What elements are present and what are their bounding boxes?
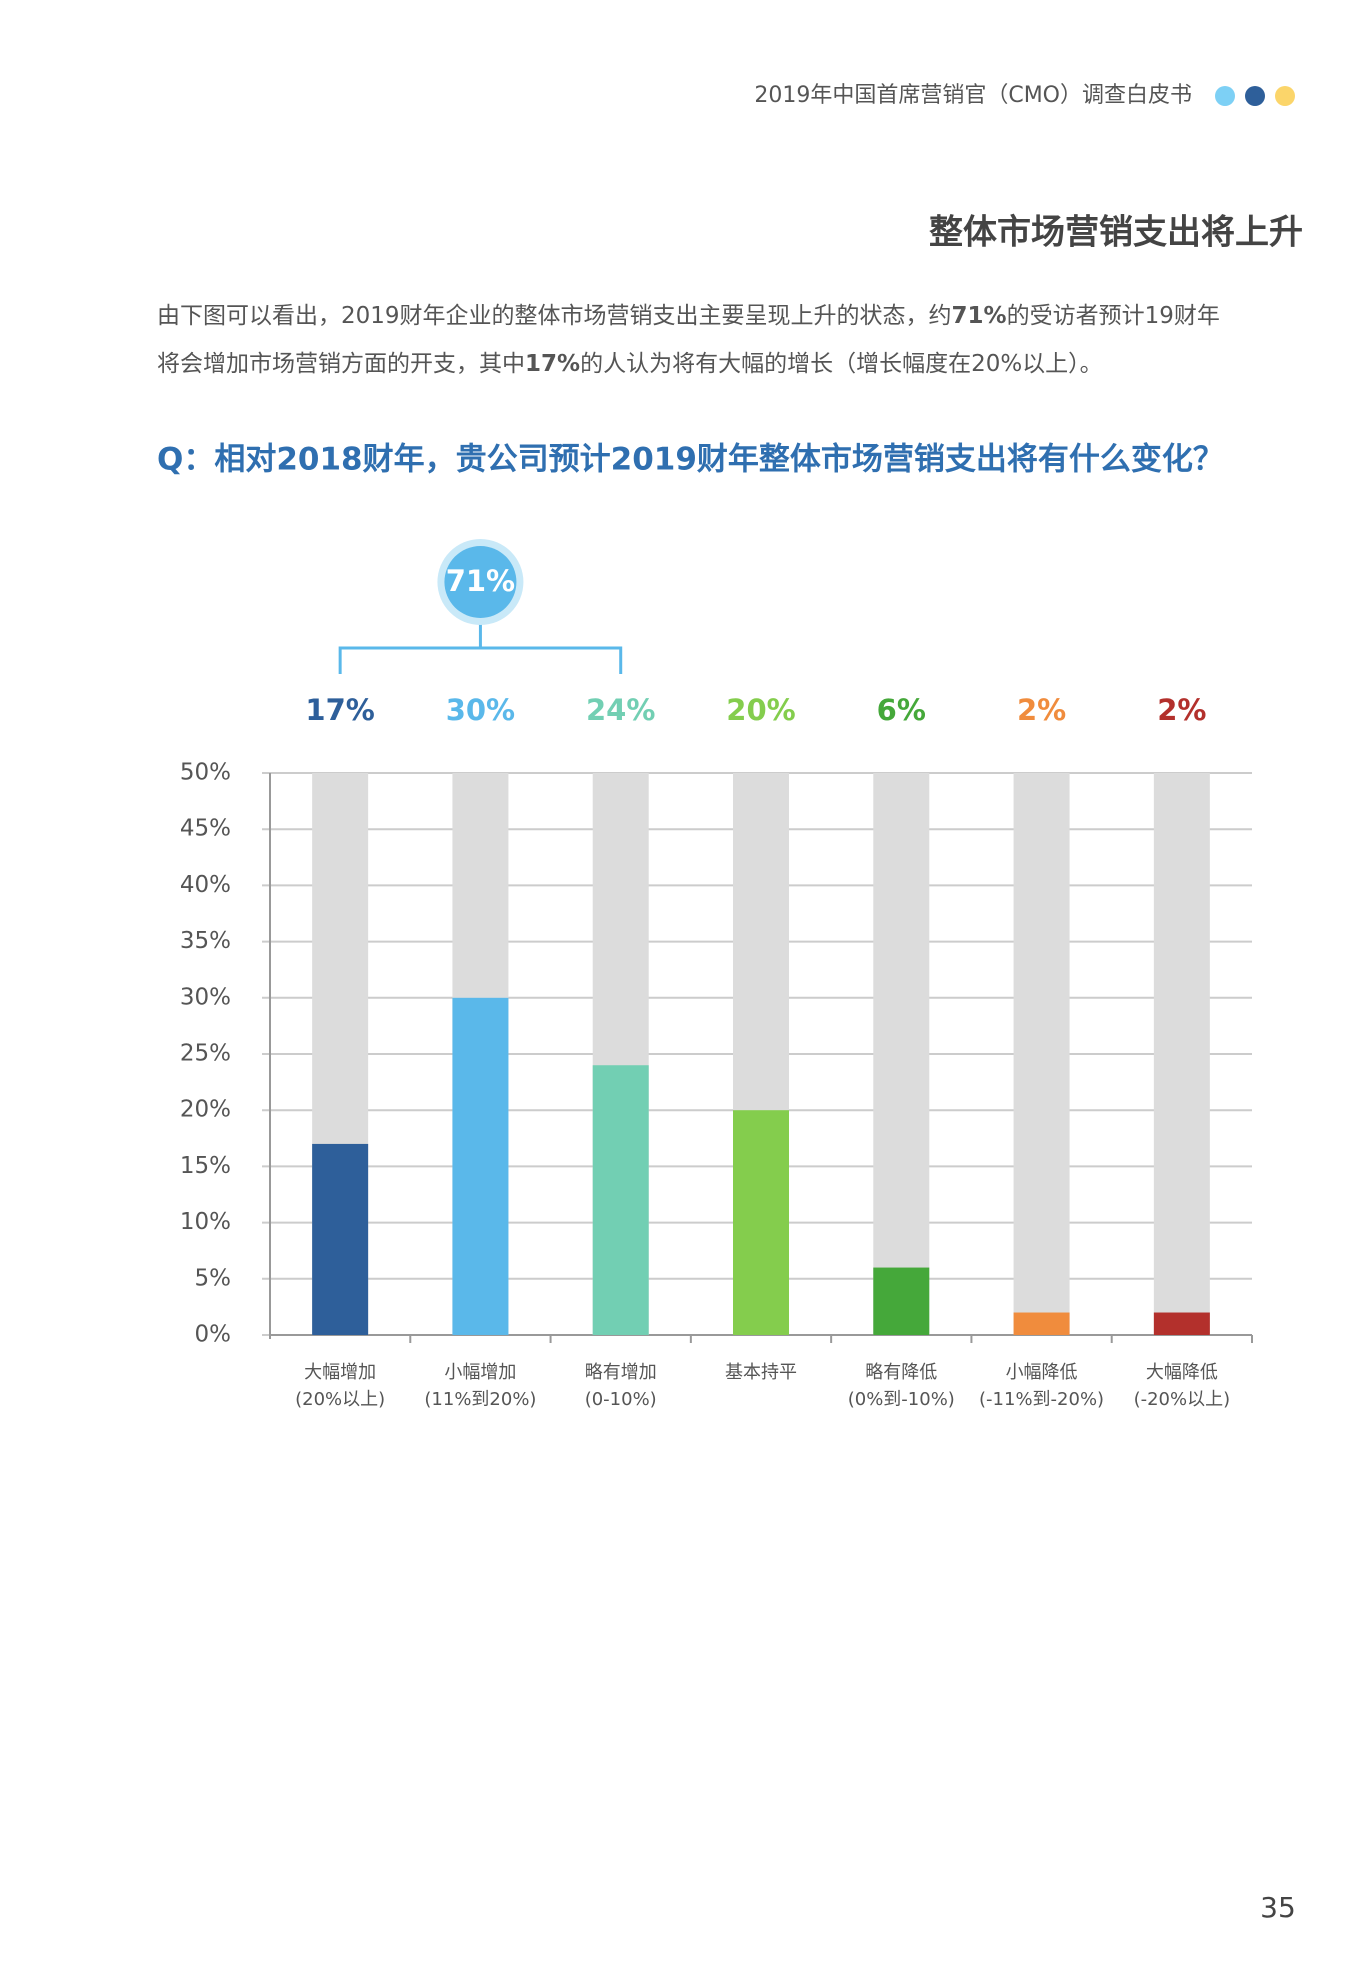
bar [452, 997, 509, 1335]
paragraph-line: 将会增加市场营销方面的开支，其中17%的人认为将有大幅的增长（增长幅度在20%以… [157, 351, 1103, 377]
bar [873, 1267, 930, 1335]
bar [592, 1065, 649, 1335]
y-tick-label: 25% [180, 1041, 231, 1067]
annotation-bubble [444, 546, 517, 618]
x-tick-label: 略有降低 [865, 1362, 937, 1383]
header-title: 2019年中国首席营销官（CMO）调查白皮书 [754, 83, 1192, 108]
value-label: 17% [305, 693, 374, 727]
x-tick-label: 小幅增加 [444, 1362, 516, 1383]
header-dot [1245, 86, 1265, 106]
bar [312, 1143, 369, 1335]
heading: 整体市场营销支出将上升 [929, 213, 1303, 253]
bar [1013, 1312, 1070, 1335]
paragraph-text: 将会增加市场营销方面的开支，其中 [157, 351, 525, 377]
value-label: 30% [446, 693, 515, 727]
x-tick-label: 大幅增加 [304, 1362, 376, 1383]
x-tick-label: (0%到-10%) [848, 1389, 955, 1410]
y-tick-label: 35% [180, 928, 231, 954]
paragraph-line: 由下图可以看出，2019财年企业的整体市场营销支出主要呈现上升的状态，约71%的… [157, 303, 1220, 329]
paragraph-text: 71% [952, 303, 1007, 329]
x-tick-label: (0-10%) [585, 1389, 657, 1410]
x-tick-label: 基本持平 [725, 1362, 797, 1383]
header-dot [1215, 86, 1235, 106]
x-tick-label: 大幅降低 [1146, 1362, 1218, 1383]
paragraph-text: 由下图可以看出，2019财年企业的整体市场营销支出主要呈现上升的状态，约 [157, 303, 952, 329]
y-tick-label: 0% [195, 1322, 232, 1348]
y-tick-label: 5% [195, 1265, 232, 1291]
y-tick-label: 50% [180, 760, 231, 786]
value-label: 20% [726, 693, 795, 727]
bar-background [1013, 773, 1070, 1335]
y-tick-label: 20% [180, 1097, 231, 1123]
x-tick-label: (-11%到-20%) [979, 1389, 1104, 1410]
y-tick-label: 45% [180, 816, 231, 842]
bracket [338, 624, 623, 674]
value-label: 2% [1157, 693, 1206, 727]
paragraph-text: 的受访者预计19财年 [1007, 303, 1220, 329]
annotation-label: 71% [446, 564, 515, 598]
x-tick-label: (-20%以上) [1134, 1389, 1231, 1410]
y-tick-label: 30% [180, 984, 231, 1010]
y-tick-label: 10% [180, 1209, 231, 1235]
x-tick-label: (20%以上) [295, 1389, 385, 1410]
x-tick-label: 小幅降低 [1006, 1362, 1078, 1383]
bar-background [873, 773, 930, 1335]
header-dot [1275, 86, 1295, 106]
paragraph-text: 的人认为将有大幅的增长（增长幅度在20%以上）。 [580, 351, 1103, 377]
page-number: 35 [1260, 1891, 1296, 1924]
x-tick-label: (11%到20%) [424, 1389, 536, 1410]
x-tick-label: 略有增加 [585, 1362, 657, 1383]
bar-background [1153, 773, 1210, 1335]
question: Q：相对2018财年，贵公司预计2019财年整体市场营销支出将有什么变化？ [157, 442, 1224, 478]
bar [733, 1110, 789, 1335]
value-label: 24% [586, 693, 655, 727]
y-tick-label: 40% [180, 872, 231, 898]
bar [1153, 1312, 1210, 1335]
value-label: 2% [1017, 693, 1066, 727]
value-label: 6% [877, 693, 926, 727]
paragraph-text: 17% [525, 351, 580, 377]
paragraph: 由下图可以看出，2019财年企业的整体市场营销支出主要呈现上升的状态，约71%的… [157, 303, 1220, 377]
y-tick-label: 15% [180, 1153, 231, 1179]
